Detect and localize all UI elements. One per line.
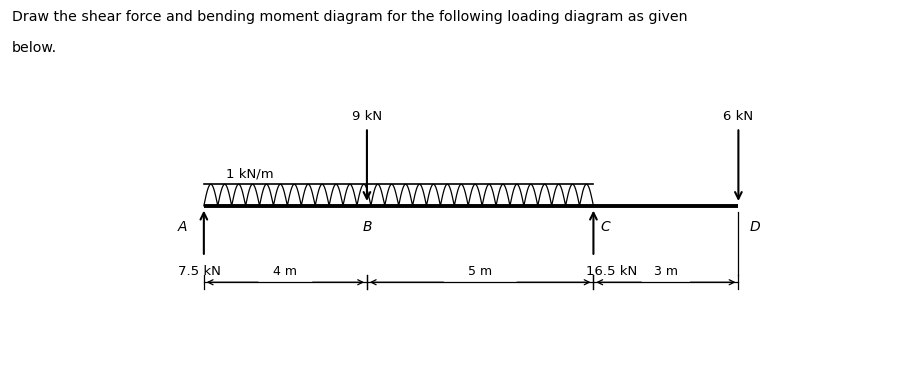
Text: 1 kN/m: 1 kN/m <box>226 167 275 180</box>
Text: 16.5 kN: 16.5 kN <box>586 265 637 278</box>
Text: 7.5 kN: 7.5 kN <box>178 265 221 278</box>
Text: below.: below. <box>12 41 57 55</box>
Text: 4 m: 4 m <box>274 265 297 278</box>
Text: A: A <box>178 220 188 234</box>
Text: Draw the shear force and bending moment diagram for the following loading diagra: Draw the shear force and bending moment … <box>12 10 688 24</box>
Text: 9 kN: 9 kN <box>352 111 382 123</box>
Text: 3 m: 3 m <box>654 265 678 278</box>
Text: 5 m: 5 m <box>468 265 492 278</box>
Text: B: B <box>362 220 371 234</box>
Text: 6 kN: 6 kN <box>723 111 754 123</box>
Text: D: D <box>749 220 760 234</box>
Text: C: C <box>601 220 611 234</box>
